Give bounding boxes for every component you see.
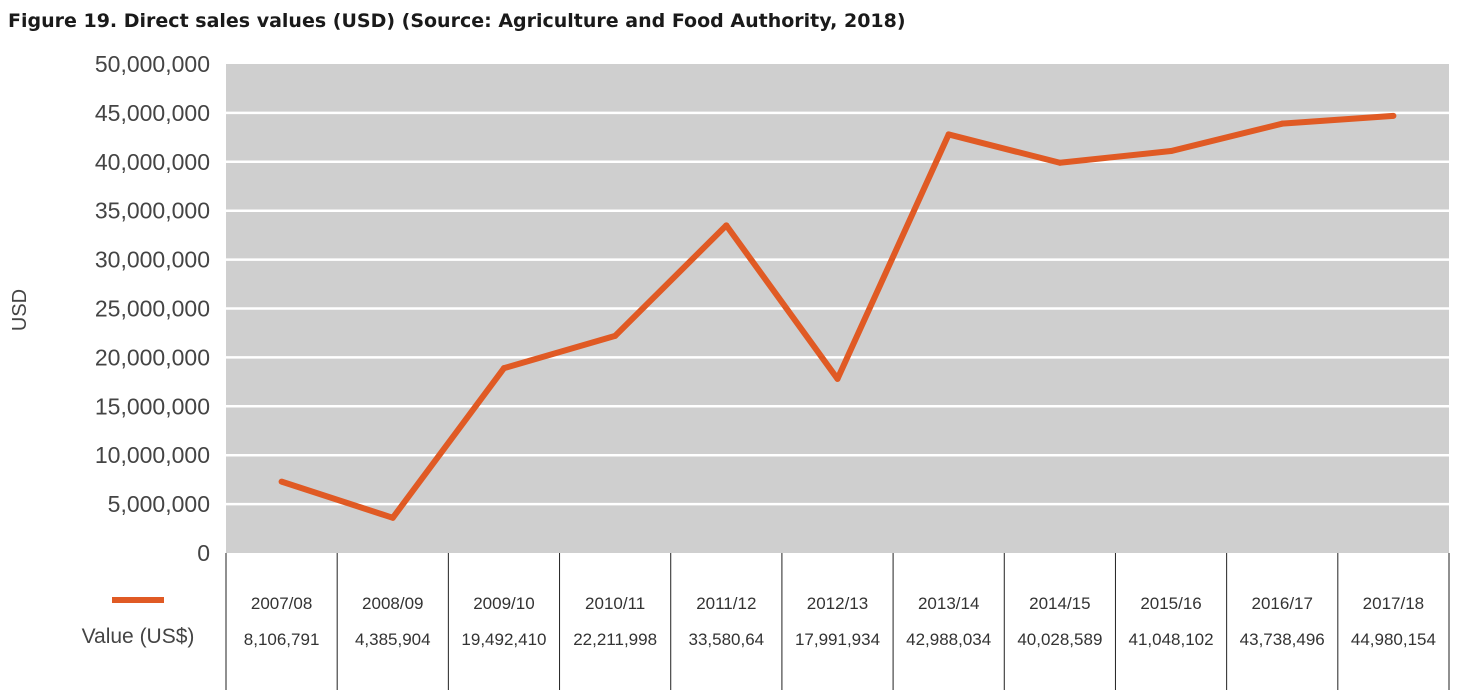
data-point — [1168, 148, 1175, 155]
data-point — [834, 375, 841, 382]
x-category-label: 2016/17 — [1252, 594, 1313, 613]
x-category-label: 2017/18 — [1363, 594, 1424, 613]
x-category-label: 2012/13 — [807, 594, 868, 613]
data-point — [945, 131, 952, 138]
table-value-label: 41,048,102 — [1128, 630, 1213, 649]
data-point — [278, 478, 285, 485]
table-value-label: 17,991,934 — [795, 630, 880, 649]
x-category-label: 2015/16 — [1140, 594, 1201, 613]
table-value-label: 8,106,791 — [244, 630, 320, 649]
data-point — [389, 514, 396, 521]
legend-label: Value (US$) — [82, 625, 195, 648]
y-tick-label: 45,000,000 — [95, 100, 210, 126]
y-tick-label: 10,000,000 — [95, 442, 210, 468]
table-value-label: 42,988,034 — [906, 630, 991, 649]
x-category-label: 2011/12 — [696, 594, 756, 613]
y-tick-label: 0 — [197, 540, 210, 566]
table-value-label: 40,028,589 — [1017, 630, 1102, 649]
data-point — [1279, 120, 1286, 127]
data-point — [500, 365, 507, 372]
y-tick-label: 40,000,000 — [95, 149, 210, 175]
x-category-label: 2009/10 — [473, 594, 534, 613]
x-category-label: 2013/14 — [918, 594, 979, 613]
x-category-label: 2008/09 — [362, 594, 423, 613]
chart-title: Figure 19. Direct sales values (USD) (So… — [8, 10, 906, 32]
data-point — [1390, 112, 1397, 119]
y-axis-label: USD — [9, 289, 31, 331]
x-category-label: 2014/15 — [1029, 594, 1090, 613]
y-tick-label: 25,000,000 — [95, 296, 210, 322]
table-value-label: 19,492,410 — [461, 630, 546, 649]
data-point — [612, 332, 619, 339]
y-tick-label: 50,000,000 — [95, 51, 210, 77]
y-tick-label: 35,000,000 — [95, 198, 210, 224]
table-value-label: 33,580,64 — [688, 630, 764, 649]
y-tick-label: 5,000,000 — [108, 491, 210, 517]
y-tick-label: 30,000,000 — [95, 247, 210, 273]
table-value-label: 43,738,496 — [1240, 630, 1325, 649]
x-category-label: 2010/11 — [585, 594, 645, 613]
table-value-label: 44,980,154 — [1351, 630, 1436, 649]
table-value-label: 4,385,904 — [355, 630, 431, 649]
data-point — [1056, 159, 1063, 166]
x-category-label: 2007/08 — [251, 594, 312, 613]
y-tick-label: 15,000,000 — [95, 393, 210, 419]
table-value-label: 22,211,998 — [573, 630, 657, 649]
data-point — [723, 222, 730, 229]
y-tick-label: 20,000,000 — [95, 344, 210, 370]
